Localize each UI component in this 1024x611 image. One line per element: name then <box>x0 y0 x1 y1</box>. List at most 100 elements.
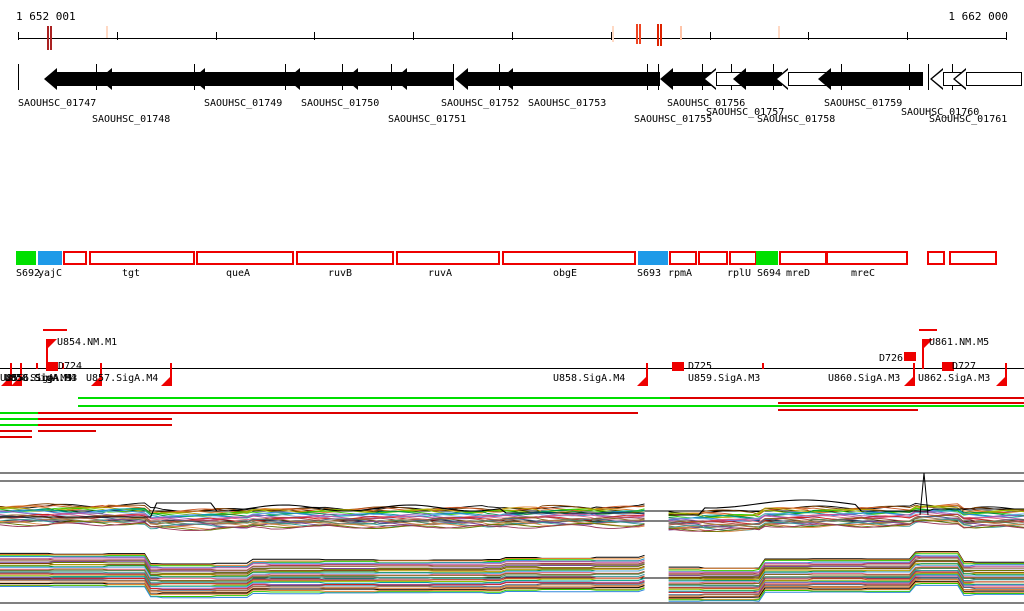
feature-box[interactable] <box>16 251 36 265</box>
feature-box[interactable] <box>63 251 87 265</box>
signal-trace <box>0 553 1024 572</box>
gene-arrow-head-inner <box>955 70 966 88</box>
gene-arrow-head-inner <box>705 70 716 88</box>
terminator-block[interactable] <box>904 352 916 361</box>
ruler-position-marker <box>680 26 682 40</box>
ruler-position-marker <box>106 26 108 38</box>
terminator-block[interactable] <box>46 362 58 371</box>
gene-arrow[interactable] <box>394 68 454 90</box>
gene-arrow-body <box>468 72 508 86</box>
gene-label: SAOUHSC_01747 <box>18 98 97 109</box>
transcript-segment[interactable] <box>0 418 38 420</box>
regulatory-tick <box>913 363 915 369</box>
gene-label: SAOUHSC_01757 <box>706 107 785 118</box>
gene-boundary-tick <box>928 64 929 90</box>
transcript-segment-track <box>0 388 1024 446</box>
feature-box[interactable] <box>927 251 945 265</box>
feature-label: mreC <box>851 268 876 279</box>
promoter-label: U854.NM.M1 <box>57 337 118 348</box>
gene-arrow-body <box>112 72 207 86</box>
gene-arrow[interactable] <box>287 68 355 90</box>
gene-label: SAOUHSC_01759 <box>824 98 903 109</box>
signal-trace <box>0 568 1024 587</box>
feature-box[interactable] <box>949 251 997 265</box>
feature-box[interactable] <box>196 251 294 265</box>
promoter-flag[interactable] <box>996 377 1005 386</box>
ruler-position-marker <box>612 26 614 42</box>
feature-box[interactable] <box>296 251 394 265</box>
transcript-segment[interactable] <box>78 405 1024 407</box>
feature-box[interactable] <box>38 251 62 265</box>
promoter-stem <box>1005 368 1007 386</box>
transcript-segment[interactable] <box>38 418 172 420</box>
regulatory-tick <box>20 363 22 369</box>
transcript-segment[interactable] <box>670 397 1024 399</box>
transcript-segment[interactable] <box>778 402 1024 404</box>
terminator-block[interactable] <box>672 362 684 371</box>
transcript-segment[interactable] <box>78 397 1024 399</box>
promoter-flag[interactable] <box>924 339 933 348</box>
gene-arrow[interactable] <box>953 68 1022 90</box>
signal-trace <box>0 572 1024 590</box>
promoter-label: U856.SigA.M3 <box>5 373 78 384</box>
signal-traces-svg <box>0 472 1024 604</box>
promoter-flag[interactable] <box>91 377 100 386</box>
feature-label: S694 <box>757 268 782 279</box>
transcript-segment[interactable] <box>38 424 172 426</box>
promoter-flag[interactable] <box>1 377 10 386</box>
promoter-label: U860.SigA.M3 <box>828 373 901 384</box>
terminator-block[interactable] <box>942 362 954 371</box>
gene-arrow-head <box>660 68 673 90</box>
regulatory-tick <box>36 363 38 369</box>
feature-box[interactable] <box>779 251 827 265</box>
feature-box[interactable] <box>502 251 636 265</box>
promoter-stem <box>46 339 48 369</box>
transcript-segment[interactable] <box>38 430 96 432</box>
transcript-segment[interactable] <box>778 409 918 411</box>
gene-arrow[interactable] <box>818 68 923 90</box>
ruler-position-marker <box>50 26 52 50</box>
gene-arrow-body <box>831 72 923 86</box>
gene-arrow[interactable] <box>733 68 782 90</box>
feature-box[interactable] <box>698 251 728 265</box>
gene-arrow[interactable] <box>345 68 405 90</box>
feature-label: ruvA <box>428 268 453 279</box>
feature-box[interactable] <box>669 251 697 265</box>
feature-box[interactable] <box>756 251 778 265</box>
transcript-segment[interactable] <box>38 412 638 414</box>
promoter-label: U858.SigA.M4 <box>553 373 626 384</box>
feature-label: rpmA <box>668 268 693 279</box>
promoter-flag[interactable] <box>637 377 646 386</box>
feature-label: obgE <box>553 268 578 279</box>
promoter-stem <box>922 339 924 369</box>
feature-box[interactable] <box>638 251 668 265</box>
promoter-flag[interactable] <box>11 377 20 386</box>
signal-trace <box>0 581 1024 600</box>
gene-arrow[interactable] <box>99 68 207 90</box>
promoter-cap <box>919 329 937 331</box>
transcript-segment[interactable] <box>0 424 38 426</box>
feature-box[interactable] <box>729 251 757 265</box>
expression-signal-plot <box>0 455 1024 611</box>
transcript-segment[interactable] <box>0 412 38 414</box>
regulatory-tick <box>62 363 64 369</box>
feature-box[interactable] <box>89 251 195 265</box>
transcript-segment[interactable] <box>0 430 32 432</box>
ruler-start-label: 1 652 001 <box>16 10 76 23</box>
gene-arrow[interactable] <box>44 68 109 90</box>
gene-label: SAOUHSC_01761 <box>929 114 1008 125</box>
feature-label: rplU <box>727 268 752 279</box>
promoter-flag[interactable] <box>48 339 57 348</box>
gene-arrow-head-inner <box>932 70 943 88</box>
feature-box[interactable] <box>826 251 908 265</box>
terminator-label: D724 <box>58 361 83 372</box>
gene-label: SAOUHSC_01749 <box>204 98 283 109</box>
gene-arrow[interactable] <box>500 68 660 90</box>
promoter-flag[interactable] <box>904 377 913 386</box>
gene-arrow[interactable] <box>192 68 297 90</box>
promoter-flag[interactable] <box>161 377 170 386</box>
ruler-tick <box>1006 32 1007 40</box>
gene-arrow[interactable] <box>455 68 508 90</box>
transcript-segment[interactable] <box>0 436 32 438</box>
feature-box[interactable] <box>396 251 500 265</box>
